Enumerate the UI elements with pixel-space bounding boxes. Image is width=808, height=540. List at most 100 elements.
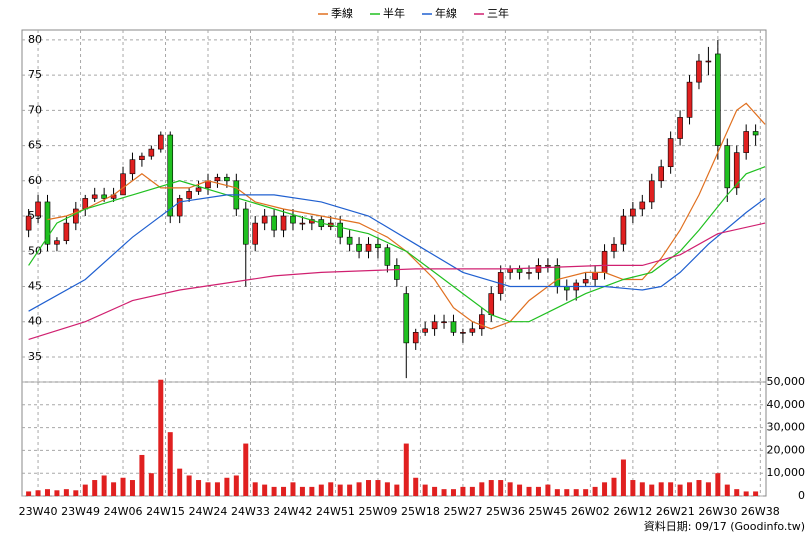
volume-bar xyxy=(507,482,513,496)
x-tick-label: 24W42 xyxy=(274,505,313,518)
volume-bar xyxy=(517,484,523,496)
candle-body xyxy=(582,279,589,284)
volume-bar xyxy=(167,432,173,496)
x-tick-label: 25W45 xyxy=(528,505,567,518)
ma-line xyxy=(47,102,766,330)
candle-body xyxy=(167,134,174,217)
candle-body xyxy=(422,328,428,333)
y-tick-label: 30,000 xyxy=(767,421,806,434)
volume-bar xyxy=(734,489,740,496)
x-tick-label: 26W21 xyxy=(656,505,695,518)
candle-body xyxy=(460,332,466,334)
volume-bar xyxy=(743,491,749,496)
y-tick-label: 50,000 xyxy=(767,375,806,388)
candle-body xyxy=(412,332,419,344)
x-tick-label: 24W06 xyxy=(104,505,143,518)
candle-body xyxy=(176,198,183,217)
ma-line xyxy=(28,166,766,323)
x-tick-label: 25W09 xyxy=(359,505,398,518)
legend-label: 三年 xyxy=(487,6,509,20)
volume-bar xyxy=(620,459,626,496)
volume-bar xyxy=(356,482,362,496)
volume-bar xyxy=(139,454,145,496)
volume-bar xyxy=(177,468,183,496)
volume-bar xyxy=(281,486,287,496)
candle-body xyxy=(743,131,749,153)
candle-body xyxy=(431,321,438,330)
volume-bar xyxy=(450,489,456,496)
candle-body xyxy=(375,243,381,249)
candle-body xyxy=(696,60,702,83)
candle-body xyxy=(195,187,202,192)
volume-bar xyxy=(630,480,636,496)
volume-bar xyxy=(73,490,79,496)
candle-body xyxy=(120,173,126,196)
volume-bar xyxy=(120,477,126,496)
volume-bar xyxy=(82,484,88,496)
volume-bar xyxy=(705,482,711,496)
candle-body xyxy=(535,265,542,273)
volume-bar xyxy=(318,484,324,496)
x-tick-label: 25W18 xyxy=(401,505,440,518)
volume-bar xyxy=(214,482,220,496)
volume-bar xyxy=(111,482,117,496)
volume-bar xyxy=(205,482,211,496)
y-tick-label: 60 xyxy=(28,174,42,187)
volume-bar xyxy=(92,480,98,496)
volume-bar xyxy=(545,484,551,496)
candle-body xyxy=(715,53,721,146)
volume-bar xyxy=(262,484,268,496)
volume-bar xyxy=(384,482,390,496)
volume-bar xyxy=(611,477,617,496)
x-tick-label: 26W12 xyxy=(613,505,652,518)
candle-body xyxy=(705,60,712,63)
candle-body xyxy=(639,201,646,210)
volume-bar xyxy=(54,490,60,496)
candle-body xyxy=(620,215,627,245)
candle-body xyxy=(488,293,495,316)
volume-bar xyxy=(44,489,50,496)
volume-bar xyxy=(63,489,69,496)
candle-body xyxy=(35,201,41,217)
volume-bar xyxy=(687,482,693,496)
candle-body xyxy=(479,314,485,330)
volume-bar xyxy=(554,489,560,496)
candle-body xyxy=(186,191,192,199)
y-tick-label: 35 xyxy=(28,350,42,363)
candle-body xyxy=(648,180,655,203)
volume-bar xyxy=(271,486,277,496)
candle-body xyxy=(630,208,636,217)
candle-body xyxy=(214,176,221,182)
volume-bar xyxy=(441,489,447,496)
x-tick-label: 24W51 xyxy=(316,505,355,518)
volume-bar xyxy=(677,484,683,496)
y-tick-label: 70 xyxy=(28,103,42,116)
candle-body xyxy=(469,328,476,333)
x-tick-label: 25W36 xyxy=(486,505,525,518)
volume-bar xyxy=(328,482,334,496)
candle-body xyxy=(280,215,287,231)
candle-body xyxy=(677,117,683,139)
candle-body xyxy=(337,222,343,238)
volume-bar xyxy=(592,486,598,496)
volume-bar xyxy=(573,489,579,496)
volume-bar xyxy=(696,480,702,496)
source-note: 資料日期: 09/17 (Goodinfo.tw) xyxy=(644,519,805,533)
volume-bar xyxy=(366,480,372,496)
candle-body xyxy=(384,247,391,266)
x-tick-label: 24W33 xyxy=(231,505,270,518)
x-tick-label: 26W02 xyxy=(571,505,610,518)
volume-bar xyxy=(290,482,296,496)
volume-bar xyxy=(488,480,494,496)
legend-label: 年線 xyxy=(435,6,457,20)
volume-bar xyxy=(753,491,759,496)
x-tick-label: 24W15 xyxy=(146,505,185,518)
y-tick-label: 65 xyxy=(28,139,42,152)
candle-body xyxy=(516,268,523,273)
candle-body xyxy=(242,208,249,245)
volume-bar xyxy=(101,475,107,496)
candle-body xyxy=(290,215,296,224)
candle-body xyxy=(25,215,32,231)
ma-line xyxy=(28,222,766,340)
candle-body xyxy=(54,240,60,245)
